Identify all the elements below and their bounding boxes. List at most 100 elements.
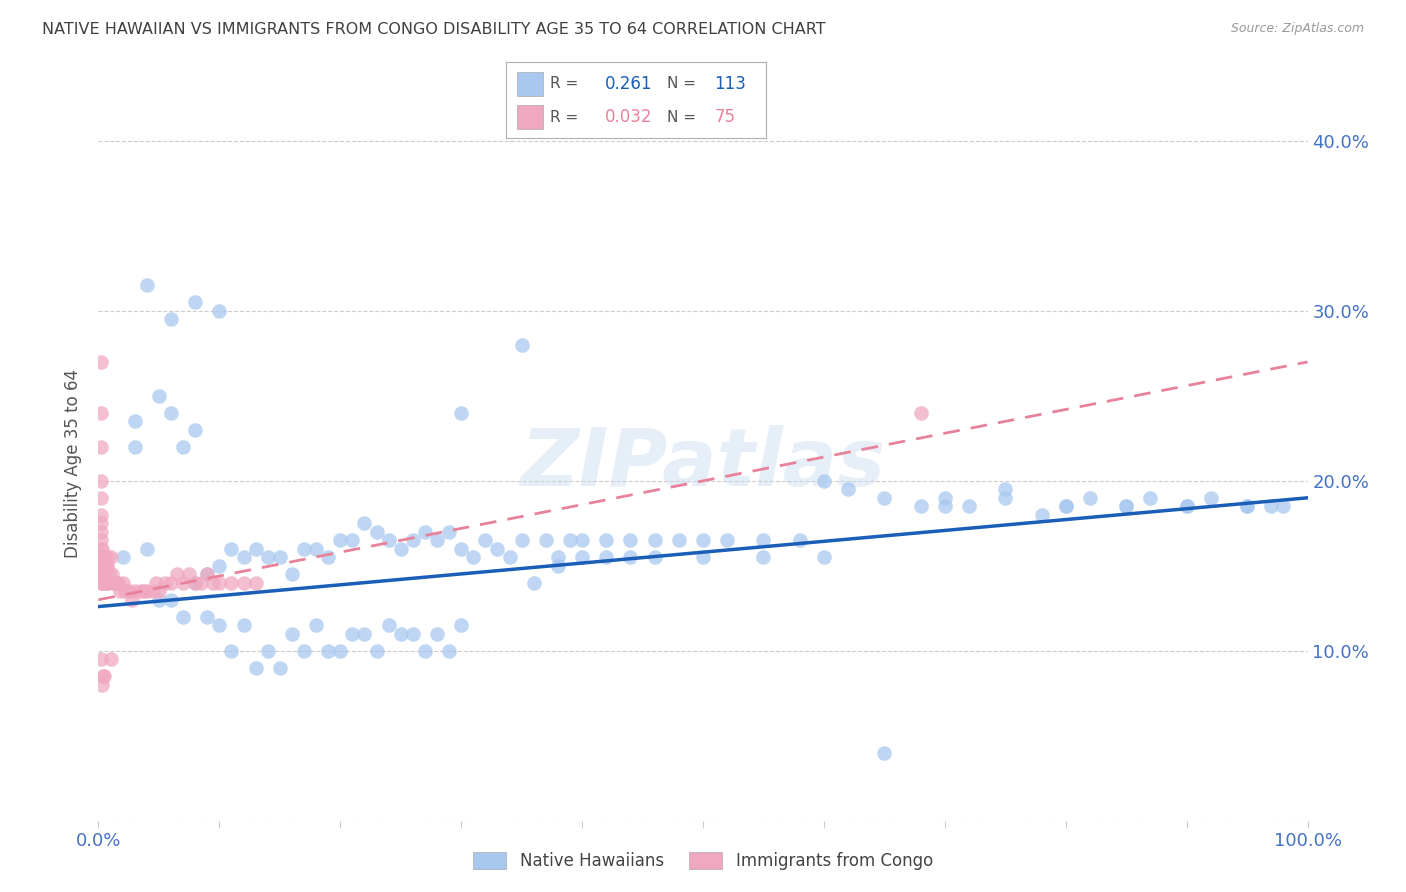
Point xyxy=(148,592,170,607)
Point xyxy=(124,584,146,599)
Point xyxy=(90,652,112,666)
Point xyxy=(316,550,339,565)
Point xyxy=(91,550,114,565)
Point xyxy=(184,575,207,590)
Point xyxy=(595,533,617,548)
Point xyxy=(195,567,218,582)
Point xyxy=(142,584,165,599)
Point xyxy=(134,584,156,599)
Point xyxy=(107,575,129,590)
Point xyxy=(463,550,485,565)
Point xyxy=(281,567,304,582)
Text: N =: N = xyxy=(668,110,696,125)
Point xyxy=(1236,500,1258,514)
Point xyxy=(910,406,932,420)
Point xyxy=(305,541,328,556)
Point xyxy=(245,661,267,675)
Point xyxy=(91,567,114,582)
Point xyxy=(692,533,714,548)
Point xyxy=(1054,500,1077,514)
Point xyxy=(571,533,593,548)
Point xyxy=(202,575,225,590)
Point xyxy=(1199,491,1222,505)
Point xyxy=(957,500,980,514)
Point xyxy=(111,575,134,590)
Point xyxy=(90,524,112,539)
Point xyxy=(94,558,117,573)
Point xyxy=(114,584,136,599)
Point xyxy=(305,618,328,632)
Point xyxy=(245,541,267,556)
Point xyxy=(195,609,218,624)
Point xyxy=(96,558,118,573)
Point xyxy=(91,558,114,573)
Point xyxy=(269,550,291,565)
Point xyxy=(389,626,412,640)
Point xyxy=(1175,500,1198,514)
Point xyxy=(129,584,152,599)
Point xyxy=(558,533,581,548)
Legend: Native Hawaiians, Immigrants from Congo: Native Hawaiians, Immigrants from Congo xyxy=(467,845,939,877)
Point xyxy=(148,389,170,403)
Point xyxy=(292,541,315,556)
Text: Source: ZipAtlas.com: Source: ZipAtlas.com xyxy=(1230,22,1364,36)
Point xyxy=(153,575,176,590)
Point xyxy=(160,312,183,326)
Point xyxy=(1272,500,1295,514)
Point xyxy=(208,304,231,318)
Point xyxy=(450,541,472,556)
Point xyxy=(91,567,114,582)
Text: 0.032: 0.032 xyxy=(605,108,652,126)
Point xyxy=(100,550,122,565)
Point xyxy=(135,541,157,556)
Point xyxy=(103,575,125,590)
Point xyxy=(994,491,1017,505)
Point xyxy=(523,575,546,590)
Point xyxy=(934,500,956,514)
Point xyxy=(1115,500,1137,514)
Point xyxy=(232,618,254,632)
Point xyxy=(166,567,188,582)
Point xyxy=(534,533,557,548)
Point xyxy=(1139,491,1161,505)
Point xyxy=(353,516,375,531)
Point xyxy=(366,524,388,539)
Point xyxy=(90,533,112,548)
Point xyxy=(510,338,533,352)
Point xyxy=(208,558,231,573)
Text: 75: 75 xyxy=(714,108,735,126)
Point xyxy=(108,584,131,599)
Point xyxy=(93,669,115,683)
Point xyxy=(91,575,114,590)
Text: R =: R = xyxy=(550,76,579,91)
Point xyxy=(90,406,112,420)
Point xyxy=(195,567,218,582)
Point xyxy=(160,592,183,607)
Point xyxy=(232,575,254,590)
Point xyxy=(269,661,291,675)
Point xyxy=(100,652,122,666)
Point xyxy=(118,584,141,599)
Point xyxy=(1031,508,1053,522)
Point xyxy=(1175,500,1198,514)
Point xyxy=(93,558,115,573)
Point xyxy=(402,533,425,548)
Point xyxy=(179,567,201,582)
Point xyxy=(1078,491,1101,505)
Point xyxy=(366,644,388,658)
Point xyxy=(90,440,112,454)
Point xyxy=(486,541,509,556)
Point xyxy=(172,609,194,624)
Point xyxy=(184,423,207,437)
Point xyxy=(692,550,714,565)
Point xyxy=(813,474,835,488)
Point xyxy=(160,406,183,420)
Point xyxy=(232,550,254,565)
Point xyxy=(245,575,267,590)
Point xyxy=(644,533,666,548)
Point xyxy=(752,550,775,565)
Point xyxy=(644,550,666,565)
Point xyxy=(752,533,775,548)
Point xyxy=(934,491,956,505)
Point xyxy=(172,575,194,590)
